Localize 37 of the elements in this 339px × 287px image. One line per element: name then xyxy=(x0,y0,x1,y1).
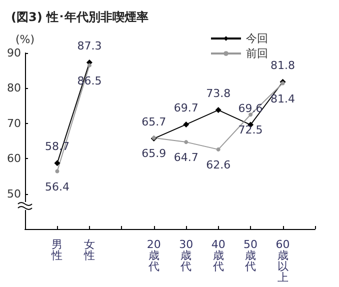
data-label: 72.5 xyxy=(238,124,263,137)
x-tick-label: 60歳以上 xyxy=(276,238,290,284)
x-tick-label: 30歳代 xyxy=(179,238,194,273)
data-label: 87.3 xyxy=(77,40,102,53)
data-label: 81.4 xyxy=(270,92,296,106)
x-tick-label: 50歳代 xyxy=(244,238,258,273)
data-label: 64.7 xyxy=(174,151,198,164)
y-tick-label: 80 xyxy=(7,82,21,95)
legend-label: 前回 xyxy=(246,47,268,60)
data-label: 69.7 xyxy=(174,101,198,114)
data-label: 56.4 xyxy=(44,180,70,194)
data-label: 65.9 xyxy=(142,146,166,160)
point xyxy=(280,81,285,86)
x-tick-label: 男性 xyxy=(50,238,63,262)
y-tick-label: 50 xyxy=(7,187,21,200)
point xyxy=(215,107,222,114)
point xyxy=(87,63,92,68)
data-label: 73.8 xyxy=(206,87,231,100)
x-tick-label: 女性 xyxy=(82,238,95,262)
y-tick-label: 60 xyxy=(7,152,21,166)
legend-label: 今回 xyxy=(246,32,268,45)
point xyxy=(248,112,253,117)
point xyxy=(55,169,60,174)
point xyxy=(184,140,188,144)
x-tick-label: 20歳代 xyxy=(146,238,161,273)
point xyxy=(54,160,60,166)
point xyxy=(216,147,220,152)
y-axis-title: (%) xyxy=(15,33,35,46)
data-label: 65.7 xyxy=(142,116,166,129)
chart-title: (図3) 性･年代別非喫煙率 xyxy=(11,10,148,24)
y-tick-label: 70 xyxy=(7,116,21,130)
y-tick-label: 90 xyxy=(7,46,21,60)
data-label: 69.6 xyxy=(238,102,263,115)
data-label: 62.6 xyxy=(206,158,231,172)
data-label: 81.8 xyxy=(270,58,296,72)
x-tick-label: 40歳代 xyxy=(211,238,226,273)
point xyxy=(183,121,190,128)
